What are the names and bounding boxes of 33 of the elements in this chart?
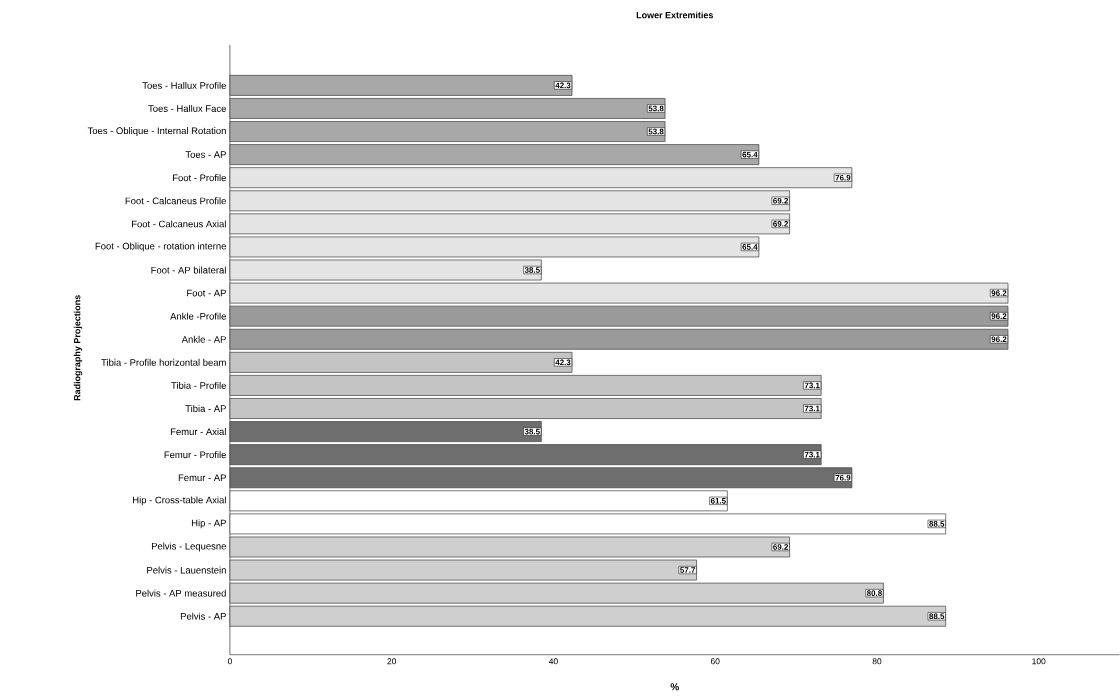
y-axis-title: Radiography Projections <box>73 295 83 401</box>
y-tick-label: Toes - Oblique - Internal Rotation <box>87 127 226 137</box>
x-axis-title: % <box>670 683 679 691</box>
y-tick-label: Pelvis - AP measured <box>136 589 226 597</box>
y-tick-label: Pelvis - Lequesne <box>151 542 226 552</box>
y-tick-label: Foot - Calcaneus Profile <box>125 197 226 205</box>
y-tick-label: Foot - Calcaneus Axial <box>132 220 226 228</box>
y-tick-label: Tibia - AP <box>185 405 226 413</box>
y-tick-label: Femur - Profile <box>164 451 226 459</box>
y-tick-label: Hip - Cross-table Axial <box>133 496 226 506</box>
x-tick-label: 20 <box>387 658 397 665</box>
y-tick-label: Foot - Profile <box>173 174 226 182</box>
y-tick-label: Pelvis - Lauenstein <box>147 566 226 574</box>
y-tick-label: Hip - AP <box>191 519 226 529</box>
y-tick-label: Toes - AP <box>185 151 226 159</box>
x-tick-label: 100 <box>1032 658 1046 665</box>
y-tick-label: Foot - AP bilateral <box>151 266 226 274</box>
y-tick-label: Toes - Hallux Face <box>148 105 226 113</box>
y-tick-label: Tibia - Profile horizontal beam <box>101 358 226 366</box>
x-tick-label: 60 <box>710 658 720 665</box>
y-tick-label: Tibia - Profile <box>171 382 226 390</box>
x-tick-label: 0 <box>227 658 232 665</box>
y-tick-label: Femur - AP <box>178 474 226 482</box>
y-tick-label: Ankle -Profile <box>170 312 226 320</box>
y-tick-label: Foot - Oblique - rotation interne <box>95 242 226 252</box>
y-tick-label: Foot - AP <box>187 289 226 297</box>
x-tick-label: 80 <box>872 658 882 665</box>
chart-title: Lower Extremities <box>636 11 713 19</box>
y-tick-label: Pelvis - AP <box>180 612 226 620</box>
x-tick-label: 40 <box>548 658 558 665</box>
y-tick-label: Femur - Axial <box>170 428 226 436</box>
y-tick-label: Ankle - AP <box>181 335 226 343</box>
y-tick-label: Toes - Hallux Profile <box>142 82 226 89</box>
